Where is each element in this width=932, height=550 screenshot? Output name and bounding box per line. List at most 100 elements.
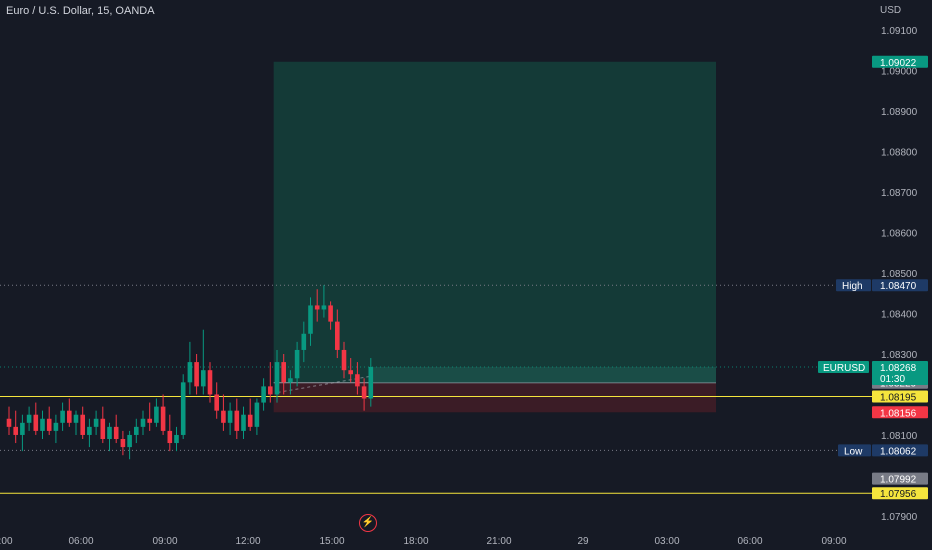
candle-body	[127, 434, 132, 448]
candle-body	[46, 418, 52, 431]
y-tick-label: 1.09100	[881, 26, 918, 37]
candle-body	[261, 386, 266, 403]
x-tick-label: 09:00	[821, 536, 846, 547]
candle-body	[247, 414, 253, 427]
price-label: 1.09022	[880, 58, 917, 69]
open-pnl-zone	[372, 366, 716, 383]
candle-body	[348, 370, 353, 375]
candle-body	[221, 410, 226, 423]
line-price-label: 1.08195	[880, 393, 917, 404]
candle-body	[335, 321, 340, 350]
high-tag: High	[842, 281, 863, 292]
candle-body	[241, 414, 246, 431]
candle-body	[321, 305, 327, 310]
price-label-bg	[872, 472, 928, 485]
high-value-label-bg	[872, 279, 928, 292]
candle-body	[93, 418, 99, 427]
countdown-label: 01:30	[880, 374, 905, 385]
candle-body	[67, 410, 72, 423]
candle-body	[100, 418, 106, 439]
low-value-label-bg	[872, 444, 928, 457]
candle-body	[20, 422, 25, 435]
line-price-label: 1.07956	[880, 489, 917, 500]
candle-body	[355, 374, 360, 387]
y-tick-label: 1.08700	[881, 188, 918, 199]
x-tick-label: 03:00	[654, 536, 679, 547]
line-price-label-bg	[872, 390, 928, 403]
candle-body	[308, 305, 313, 334]
y-tick-label: 1.08600	[881, 229, 918, 240]
candle-body	[174, 434, 179, 444]
candle-body	[73, 414, 79, 423]
candle-body	[160, 406, 166, 431]
candle-body	[167, 430, 173, 444]
candle-body	[53, 422, 59, 431]
line-price-label-bg	[872, 487, 928, 500]
currency-label: USD	[880, 5, 902, 16]
y-tick-label: 1.08400	[881, 310, 918, 321]
x-tick-label: 29	[577, 536, 589, 547]
y-tick-label: 1.08100	[881, 431, 918, 442]
lightning-icon[interactable]: ⚡	[359, 514, 377, 532]
candle-body	[154, 406, 159, 423]
y-tick-label: 1.09000	[881, 67, 918, 78]
high-value-label: 1.08470	[880, 281, 917, 292]
price-label: 1.08156	[880, 408, 917, 419]
chart-title: Euro / U.S. Dollar, 15, OANDA	[6, 5, 155, 17]
x-tick-label: 06:00	[68, 536, 93, 547]
candle-body	[147, 418, 152, 423]
y-tick-label: 1.08500	[881, 269, 918, 280]
candle-body	[120, 439, 126, 448]
x-tick-label: 06:00	[737, 536, 762, 547]
x-tick-label: 09:00	[152, 536, 177, 547]
candle-body	[194, 362, 199, 387]
candle-body	[40, 418, 45, 431]
candle-body	[254, 402, 260, 427]
candle-body	[314, 305, 320, 310]
candle-body	[6, 418, 12, 427]
candle-body	[201, 370, 206, 387]
candle-body	[180, 382, 186, 435]
candle-body	[227, 410, 233, 423]
candle-body	[268, 386, 273, 395]
current-price-label: 1.08268	[880, 363, 917, 374]
candle-body	[341, 349, 347, 371]
target-zone	[273, 61, 716, 383]
candle-body	[288, 378, 293, 383]
candle-body	[33, 414, 39, 431]
candle-body	[234, 410, 240, 431]
candle-body	[87, 426, 92, 435]
y-tick-label: 1.07900	[881, 512, 918, 523]
candle-body	[301, 333, 307, 350]
candle-body	[26, 414, 32, 423]
candle-body	[140, 418, 146, 427]
candle-body	[107, 426, 112, 439]
x-tick-label: 21:00	[486, 536, 511, 547]
candle-body	[113, 426, 119, 439]
candle-body	[134, 426, 139, 435]
low-value-label: 1.08062	[880, 446, 917, 457]
candle-body	[60, 410, 65, 423]
symbol-tag-bg	[818, 360, 869, 373]
y-tick-label: 1.08900	[881, 107, 918, 118]
candle-body	[294, 349, 300, 379]
price-label-bg	[872, 406, 928, 419]
candle-body	[281, 362, 286, 383]
symbol-tag: EURUSD	[823, 363, 865, 374]
candle-body	[361, 386, 367, 399]
candle-body	[80, 414, 85, 435]
current-price-bg	[872, 360, 928, 385]
candle-body	[368, 366, 374, 399]
candle-body	[274, 362, 280, 395]
candle-body	[13, 426, 18, 435]
y-tick-label: 1.08300	[881, 350, 918, 361]
low-tag: Low	[844, 446, 863, 457]
x-tick-label: 18:00	[403, 536, 428, 547]
low-tag-bg	[838, 444, 871, 457]
candle-body	[328, 305, 333, 322]
stop-zone	[273, 382, 716, 413]
candle-body	[214, 394, 219, 411]
x-tick-label: 15:00	[319, 536, 344, 547]
candle-body	[187, 362, 193, 383]
